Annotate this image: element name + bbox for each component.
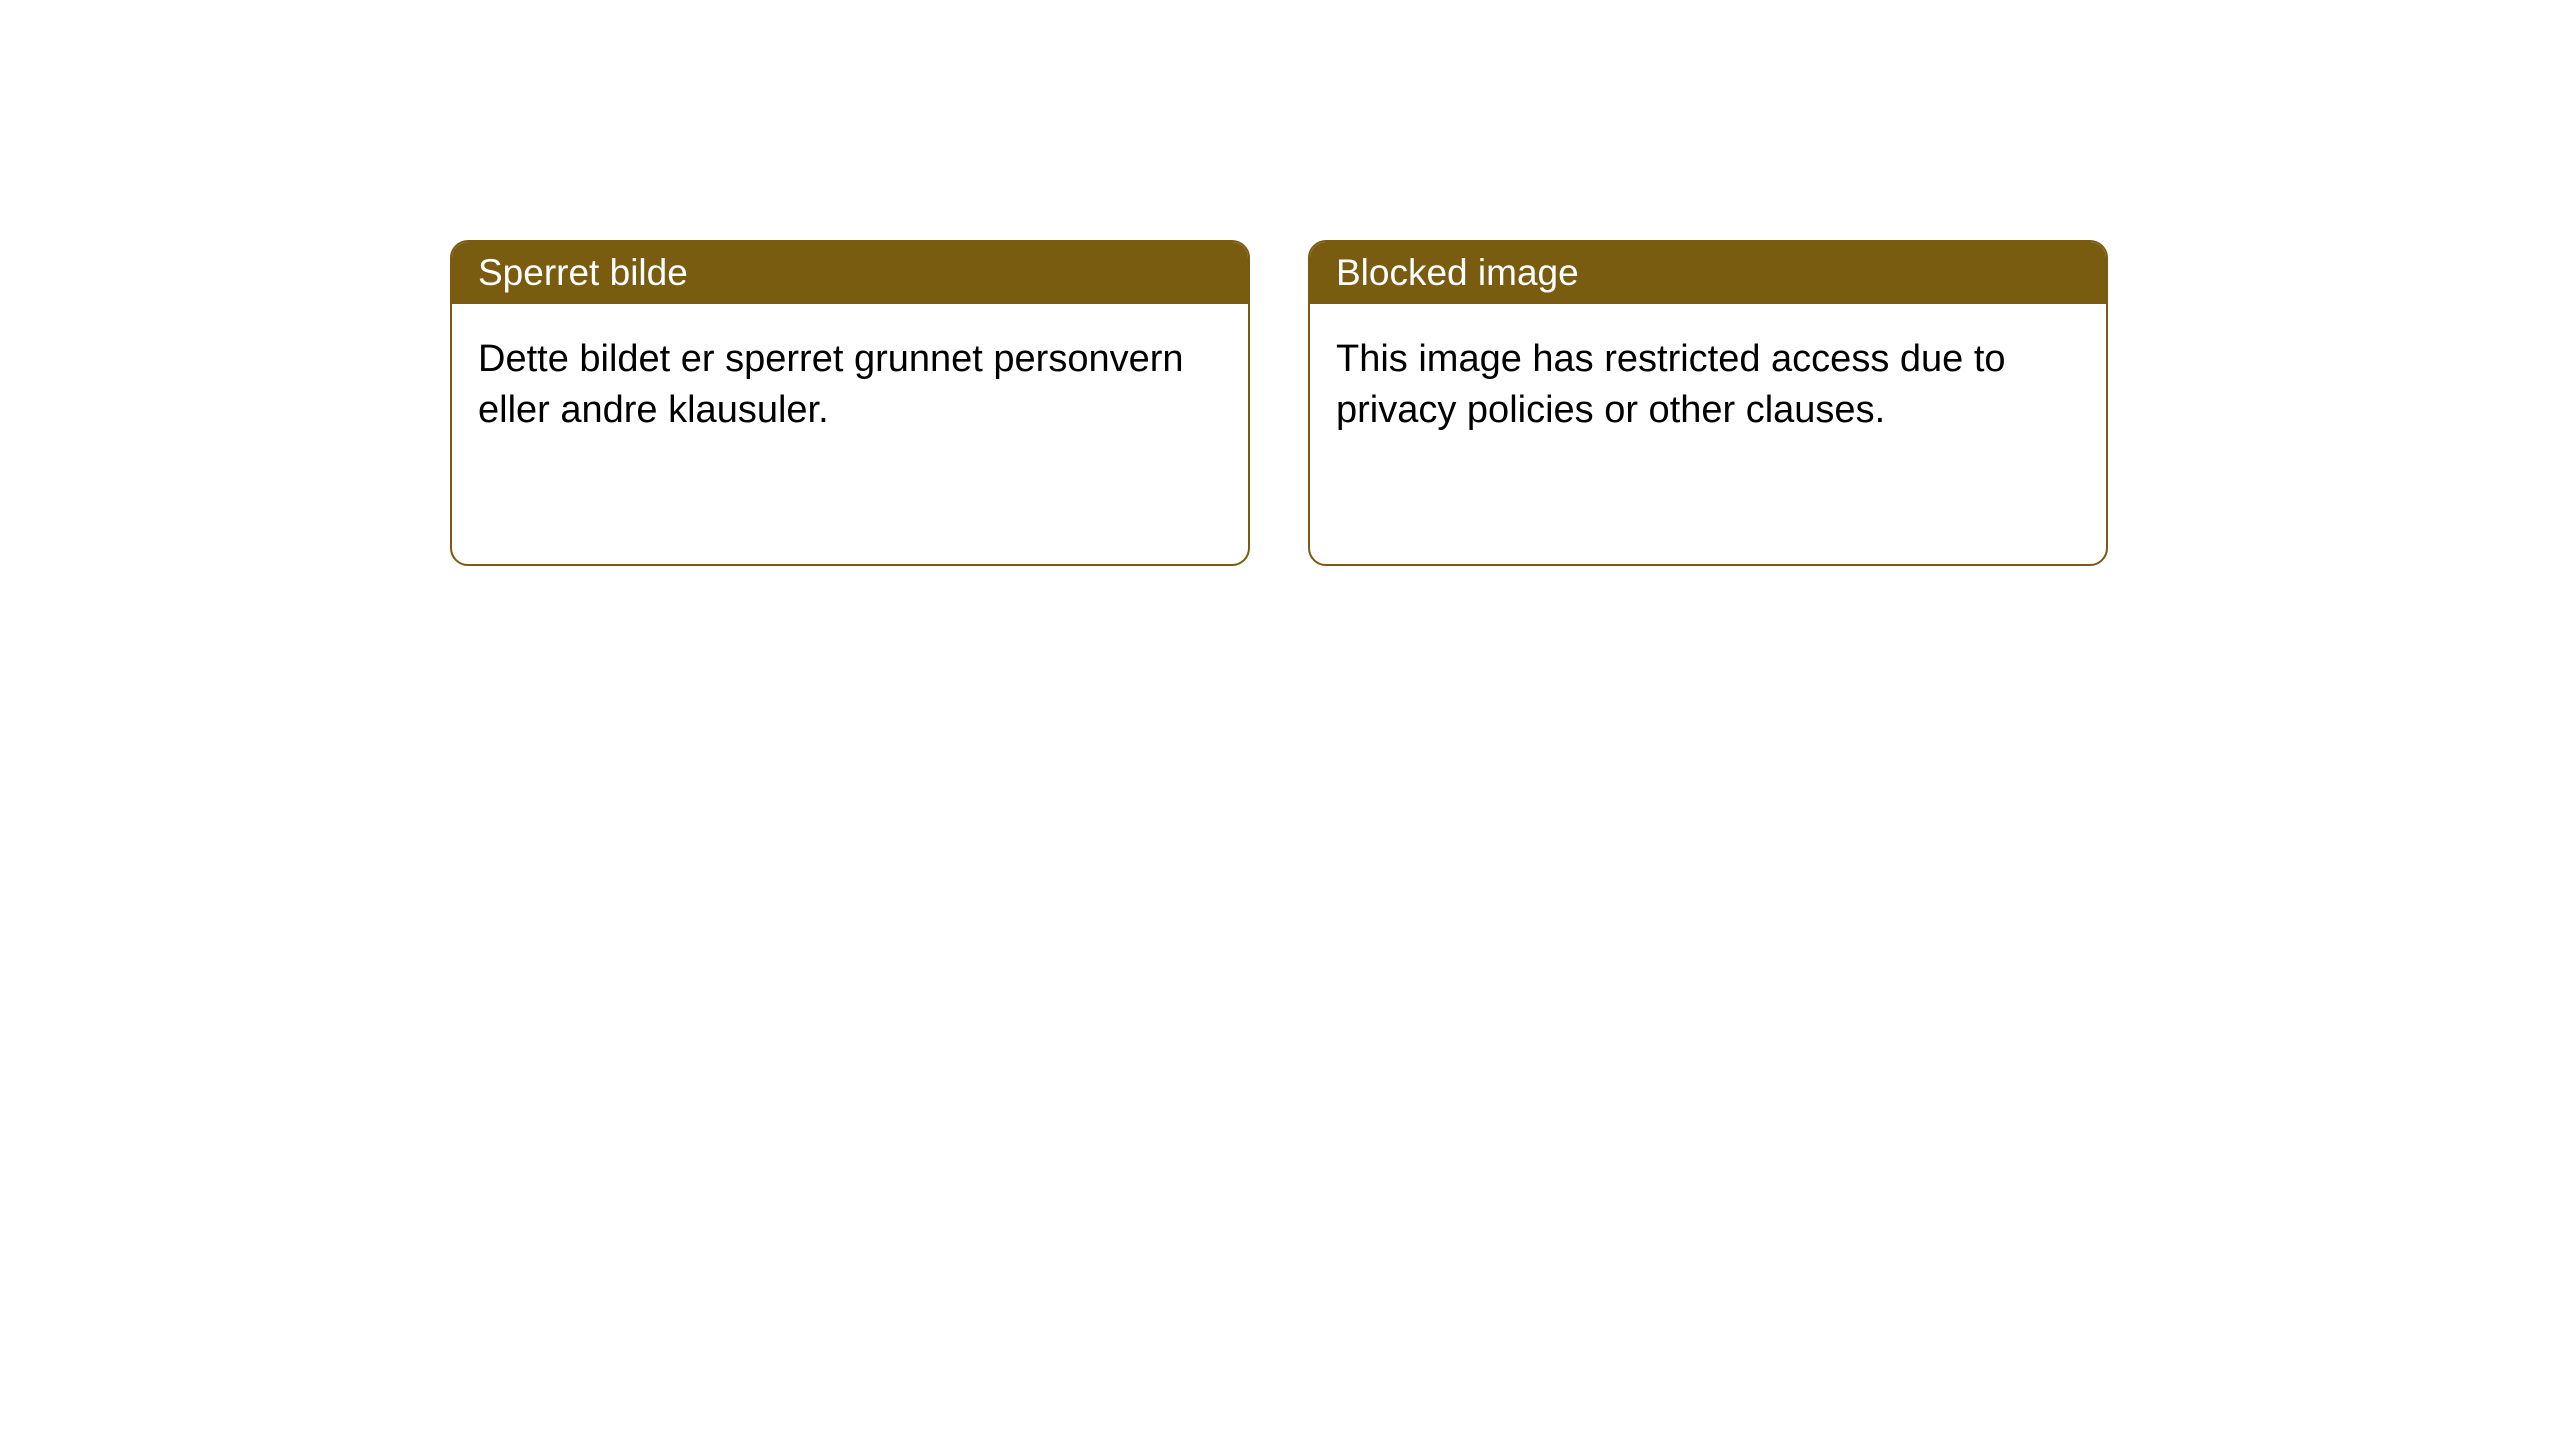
notice-body: This image has restricted access due to … [1310,304,2106,564]
notice-card-english: Blocked image This image has restricted … [1308,240,2108,566]
notice-header: Blocked image [1310,242,2106,304]
notice-container: Sperret bilde Dette bildet er sperret gr… [450,240,2108,566]
notice-message: Dette bildet er sperret grunnet personve… [478,338,1184,431]
notice-title: Sperret bilde [478,252,688,293]
notice-card-norwegian: Sperret bilde Dette bildet er sperret gr… [450,240,1250,566]
notice-body: Dette bildet er sperret grunnet personve… [452,304,1248,564]
notice-title: Blocked image [1336,252,1579,293]
notice-message: This image has restricted access due to … [1336,338,2006,431]
notice-header: Sperret bilde [452,242,1248,304]
